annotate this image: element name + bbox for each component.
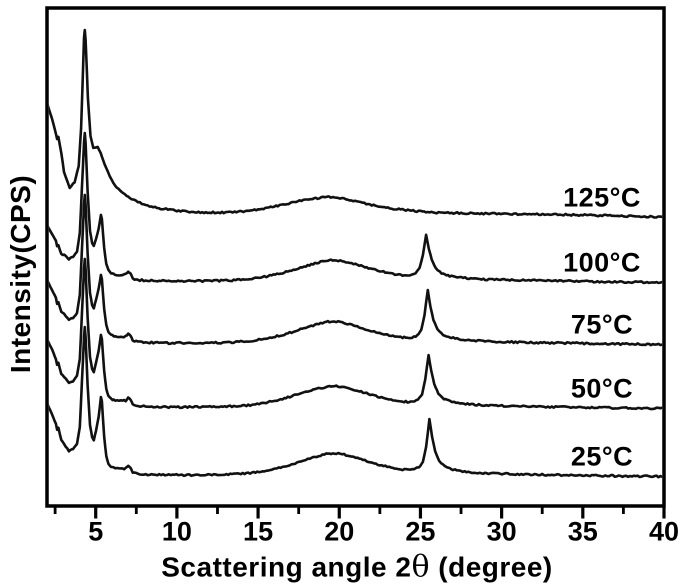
curves-group — [48, 28, 663, 479]
xrd-curve-75C — [48, 193, 663, 347]
x-tick-label-5: 5 — [88, 516, 104, 547]
x-axis-title-post: (degree) — [430, 551, 553, 583]
x-tick-label-30: 30 — [486, 516, 517, 547]
plot-frame — [45, 6, 666, 508]
theta-symbol: θ — [411, 549, 430, 585]
x-axis-title: Scattering angle 2θ (degree) — [161, 550, 553, 585]
series-label-75C: 75°C — [570, 309, 634, 340]
xrd-curve-50C — [48, 257, 663, 411]
xrd-curve-100C — [48, 131, 663, 285]
series-label-100C: 100°C — [563, 247, 641, 278]
x-axis-title-pre: Scattering angle 2 — [161, 551, 412, 583]
x-axis-ticks — [53, 507, 666, 519]
series-label-125C: 125°C — [563, 182, 641, 213]
series-label-50C: 50°C — [570, 373, 634, 404]
x-tick-label-10: 10 — [161, 516, 192, 547]
x-tick-label-20: 20 — [324, 516, 355, 547]
x-tick-label-35: 35 — [567, 516, 598, 547]
x-tick-label-25: 25 — [405, 516, 436, 547]
x-tick-label-15: 15 — [243, 516, 274, 547]
y-axis-title: Intensity(CPS) — [5, 174, 36, 374]
xrd-curve-25C — [48, 325, 663, 479]
series-label-25C: 25°C — [570, 441, 634, 472]
xrd-curve-125C — [48, 28, 663, 219]
x-tick-label-40: 40 — [648, 516, 680, 547]
